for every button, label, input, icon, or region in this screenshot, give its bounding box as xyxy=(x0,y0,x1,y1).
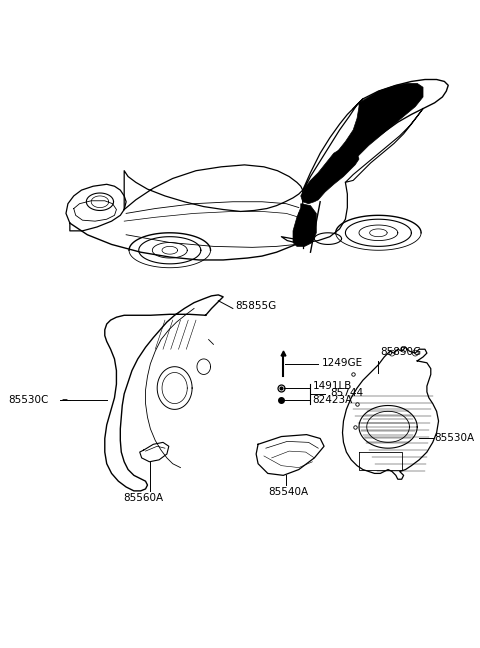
Text: 85530A: 85530A xyxy=(435,434,475,443)
Text: 85850G: 85850G xyxy=(380,347,421,357)
Text: 1491LB: 1491LB xyxy=(312,381,352,391)
Text: 85560A: 85560A xyxy=(123,493,164,503)
Text: 82423A: 82423A xyxy=(312,395,353,405)
Text: 85540A: 85540A xyxy=(268,487,308,497)
Polygon shape xyxy=(332,84,423,172)
Text: 85855G: 85855G xyxy=(235,301,276,310)
Polygon shape xyxy=(293,203,316,246)
Polygon shape xyxy=(301,147,359,203)
Text: 1249GE: 1249GE xyxy=(322,358,363,368)
Text: 85744: 85744 xyxy=(330,388,363,398)
Text: 85530C: 85530C xyxy=(8,395,48,405)
